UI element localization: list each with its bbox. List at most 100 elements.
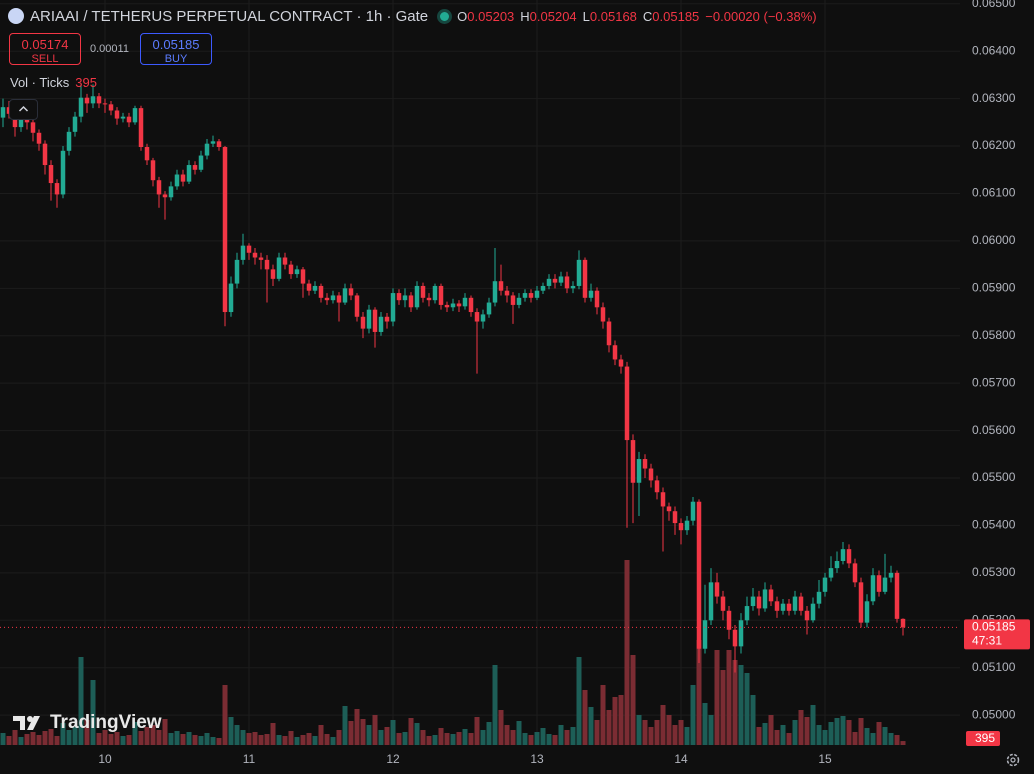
buy-label: BUY	[164, 53, 188, 65]
volume-bar	[900, 741, 906, 745]
candle-body	[162, 194, 168, 198]
candle-body	[312, 285, 318, 291]
candle-body	[834, 561, 840, 569]
candle-body	[174, 174, 180, 187]
candle-body	[360, 316, 366, 329]
brand: TradingView	[12, 712, 162, 734]
candle-body	[882, 577, 888, 592]
volume-bar	[144, 727, 150, 745]
candle-body	[438, 285, 444, 305]
collapse-button[interactable]	[9, 99, 38, 120]
candle-body	[726, 610, 732, 630]
volume-bar	[378, 730, 384, 745]
candle-body	[804, 610, 810, 621]
volume-bar	[36, 735, 42, 745]
y-tick-label: 0.06100	[972, 186, 1016, 200]
volume-bar	[210, 737, 216, 745]
volume-bar	[696, 640, 702, 745]
volume-bar	[444, 733, 450, 745]
market-status	[440, 11, 450, 21]
volume-bar	[66, 730, 72, 745]
volume-bar	[420, 730, 426, 745]
candle-body	[516, 297, 522, 305]
volume-bar	[180, 734, 186, 745]
volume-bar	[132, 722, 138, 745]
volume-bar	[888, 733, 894, 745]
y-tick-label: 0.05900	[972, 280, 1016, 294]
settings-button[interactable]	[1006, 753, 1020, 767]
x-tick-label: 10	[98, 752, 112, 766]
candle-body	[696, 501, 702, 649]
volume-bar	[768, 715, 774, 745]
volume-bar	[612, 697, 618, 745]
volume-bar	[384, 727, 390, 745]
volume-bar	[234, 725, 240, 745]
candle-body	[138, 108, 144, 148]
volume-bar	[846, 720, 852, 745]
candle-body	[822, 577, 828, 592]
volume-bar	[78, 657, 84, 745]
candle-body	[258, 257, 264, 260]
y-tick-label: 0.05300	[972, 565, 1016, 579]
candle-body	[288, 264, 294, 275]
buy-button[interactable]: 0.05185 BUY	[140, 33, 212, 65]
candle-body	[336, 295, 342, 303]
candle-body	[588, 290, 594, 298]
candle-body	[408, 295, 414, 308]
volume-bar	[90, 680, 96, 745]
candle-body	[354, 295, 360, 317]
ohlc-value: 0.05168	[589, 8, 637, 24]
volume-bar	[204, 733, 210, 745]
volume-bar	[186, 732, 192, 745]
volume-bar	[414, 723, 420, 745]
volume-bar	[198, 736, 204, 745]
volume-bar	[402, 732, 408, 745]
volume-bar	[666, 715, 672, 745]
y-tick-label: 0.06200	[972, 138, 1016, 152]
volume-bar	[456, 732, 462, 745]
candle-body	[474, 312, 480, 322]
volume-bar	[96, 733, 102, 745]
y-tick-label: 0.05500	[972, 470, 1016, 484]
candle-body	[468, 297, 474, 313]
candle-body	[510, 295, 516, 305]
volume-bar	[810, 705, 816, 745]
volume-bar	[720, 670, 726, 745]
change: −0.00020 (−0.38%)	[705, 8, 817, 24]
volume-bar	[660, 705, 666, 745]
volume-bar	[156, 730, 162, 745]
volume-tag	[966, 731, 1000, 746]
volume-bar	[252, 732, 258, 745]
y-tick-label: 0.05100	[972, 660, 1016, 674]
candle-body	[342, 288, 348, 303]
candle-body	[708, 582, 714, 621]
ohlc-value: 0.05203	[467, 8, 515, 24]
candle-body	[306, 283, 312, 291]
volume-bar	[366, 725, 372, 745]
x-tick-label: 12	[386, 752, 400, 766]
candle-body	[762, 589, 768, 609]
candle-body	[576, 259, 582, 286]
candle-body	[48, 165, 54, 184]
candle-body	[318, 285, 324, 298]
candle-body	[90, 96, 96, 104]
candle-body	[732, 629, 738, 647]
sell-button[interactable]: 0.05174 SELL	[9, 33, 81, 65]
collapse-icon	[18, 105, 29, 112]
candle-body	[798, 596, 804, 611]
candle-body	[348, 288, 354, 296]
candle-body	[630, 440, 636, 483]
volume-bar	[114, 732, 120, 745]
candle-body	[378, 316, 384, 332]
candle-body	[858, 582, 864, 623]
candle-body	[240, 245, 246, 260]
candle-body	[270, 269, 276, 279]
volume-bar	[60, 723, 66, 745]
x-tick-label: 13	[530, 752, 544, 766]
candle-body	[570, 285, 576, 289]
ohlc-value: 0.05185	[652, 8, 700, 24]
volume-bar	[618, 695, 624, 745]
candle-body	[594, 290, 600, 308]
candle-body	[714, 582, 720, 597]
